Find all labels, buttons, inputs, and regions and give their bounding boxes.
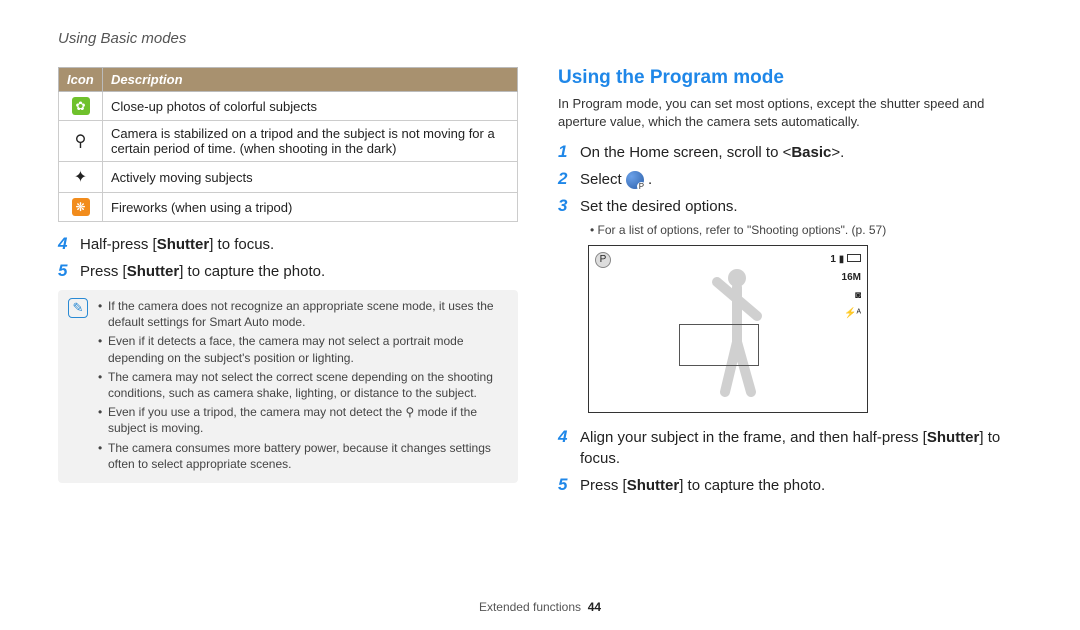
note-item: The camera consumes more battery power, …	[98, 440, 508, 472]
intro-text: In Program mode, you can set most option…	[558, 95, 1018, 130]
table-row: ✦Actively moving subjects	[59, 162, 518, 193]
step-num: 1	[558, 142, 580, 162]
step-text: Set the desired options.	[580, 196, 738, 217]
step-num: 4	[558, 427, 580, 447]
step-5-right: 5 Press [Shutter] to capture the photo.	[558, 475, 1018, 496]
th-desc: Description	[103, 68, 518, 92]
row-icon: ⚲	[59, 121, 103, 162]
note-icon: ✎	[68, 298, 88, 318]
row-desc: Camera is stabilized on a tripod and the…	[103, 121, 518, 162]
step-num: 2	[558, 169, 580, 189]
row-desc: Actively moving subjects	[103, 162, 518, 193]
note-box: ✎ If the camera does not recognize an ap…	[58, 290, 518, 483]
note-item: Even if you use a tripod, the camera may…	[98, 404, 508, 436]
step-3-sub: For a list of options, refer to "Shootin…	[590, 223, 1018, 237]
preview-status-stack: 1 ▮ 16M ◙ ⚡ᴬ	[830, 252, 861, 324]
preview-mode-icon: P	[595, 252, 611, 268]
th-icon: Icon	[59, 68, 103, 92]
step-text: Select .	[580, 169, 652, 190]
step-num: 5	[558, 475, 580, 495]
step-4-right: 4 Align your subject in the frame, and t…	[558, 427, 1018, 469]
row-desc: Close-up photos of colorful subjects	[103, 92, 518, 121]
step-num: 5	[58, 261, 80, 281]
table-row: ✿Close-up photos of colorful subjects	[59, 92, 518, 121]
row-icon: ✿	[59, 92, 103, 121]
note-item: If the camera does not recognize an appr…	[98, 298, 508, 330]
step-num: 4	[58, 234, 80, 254]
preview-meter-icon: ◙	[830, 288, 861, 304]
program-mode-icon	[626, 171, 644, 189]
page-header: Using Basic modes	[0, 0, 1080, 67]
step-2-right: 2 Select .	[558, 169, 1018, 190]
right-column: Using the Program mode In Program mode, …	[558, 67, 1018, 502]
page-footer: Extended functions 44	[0, 600, 1080, 614]
step-4-left: 4 Half-press [Shutter] to focus.	[58, 234, 518, 255]
table-row: ⚲Camera is stabilized on a tripod and th…	[59, 121, 518, 162]
step-1-right: 1 On the Home screen, scroll to <Basic>.	[558, 142, 1018, 163]
icon-table: Icon Description ✿Close-up photos of col…	[58, 67, 518, 222]
step-text: Align your subject in the frame, and the…	[580, 427, 1018, 469]
step-num: 3	[558, 196, 580, 216]
step-3-right: 3 Set the desired options.	[558, 196, 1018, 217]
preview-flash-icon: ⚡ᴬ	[830, 306, 861, 322]
table-row: ❋Fireworks (when using a tripod)	[59, 193, 518, 222]
row-icon: ✦	[59, 162, 103, 193]
left-column: Icon Description ✿Close-up photos of col…	[58, 67, 518, 502]
row-desc: Fireworks (when using a tripod)	[103, 193, 518, 222]
focus-rectangle	[679, 324, 759, 366]
step-5-left: 5 Press [Shutter] to capture the photo.	[58, 261, 518, 282]
note-list: If the camera does not recognize an appr…	[98, 298, 508, 475]
row-icon: ❋	[59, 193, 103, 222]
battery-icon	[847, 254, 861, 262]
note-item: The camera may not select the correct sc…	[98, 369, 508, 401]
step-text: Press [Shutter] to capture the photo.	[80, 261, 325, 282]
preview-size: 16M	[830, 270, 861, 286]
step-text: Press [Shutter] to capture the photo.	[580, 475, 825, 496]
camera-preview: P 1 ▮ 16M ◙ ⚡ᴬ	[588, 245, 868, 413]
note-item: Even if it detects a face, the camera ma…	[98, 333, 508, 365]
step-text: On the Home screen, scroll to <Basic>.	[580, 142, 844, 163]
step-text: Half-press [Shutter] to focus.	[80, 234, 274, 255]
section-heading: Using the Program mode	[558, 67, 1018, 89]
